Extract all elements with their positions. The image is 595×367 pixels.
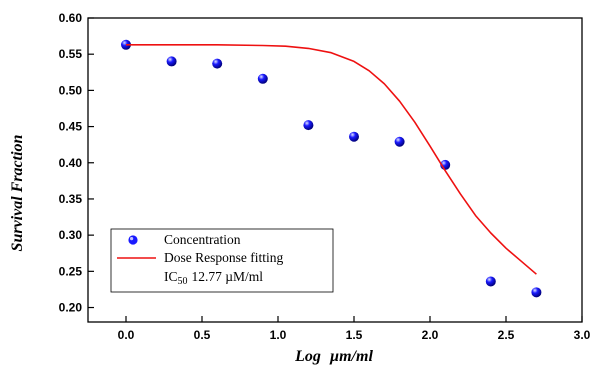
legend-ic50-value: 12.77 µM/ml <box>192 269 264 284</box>
x-tick-label: 0.0 <box>118 328 135 342</box>
y-tick-label: 0.30 <box>59 228 83 242</box>
x-axis-title-log: Log <box>294 348 321 365</box>
y-tick-label: 0.60 <box>59 11 83 25</box>
data-point <box>166 56 177 67</box>
y-tick-label: 0.45 <box>59 120 83 134</box>
x-axis-title-unit: µm/ml <box>329 348 374 365</box>
data-point <box>349 131 359 142</box>
x-tick-label: 1.0 <box>270 328 287 342</box>
y-tick-label: 0.40 <box>59 156 83 170</box>
y-tick-label: 0.35 <box>59 192 83 206</box>
legend-ic50: IC50 12.77 µM/ml <box>164 269 263 287</box>
y-tick-label: 0.20 <box>59 301 83 315</box>
x-tick-label: 1.5 <box>346 328 363 342</box>
x-axis-ticks: 0.0 0.5 1.0 1.5 2.0 2.5 3.0 <box>118 316 591 342</box>
y-axis-title: Survival Fraction <box>9 134 26 251</box>
data-point <box>303 120 314 131</box>
x-tick-label: 3.0 <box>574 328 591 342</box>
x-axis-title: Log µm/ml <box>294 348 373 365</box>
legend-ic50-prefix: IC <box>164 269 178 284</box>
y-tick-label: 0.25 <box>59 264 83 278</box>
y-tick-label: 0.55 <box>59 47 83 61</box>
data-point <box>485 276 496 287</box>
legend-marker-concentration <box>128 235 138 245</box>
x-tick-label: 0.5 <box>194 328 211 342</box>
legend-label-fitting: Dose Response fitting <box>164 250 283 265</box>
y-tick-label: 0.50 <box>59 83 83 97</box>
data-point <box>212 58 223 69</box>
legend-marker-highlight <box>130 237 134 241</box>
fit-curve <box>126 44 537 275</box>
legend-ic50-subscript: 50 <box>178 276 188 287</box>
legend-label-concentration: Concentration <box>164 232 241 247</box>
plot-series <box>121 39 542 298</box>
data-point <box>531 287 542 298</box>
y-axis-ticks: 0.20 0.25 0.30 0.35 0.40 0.45 0.50 0.55 0.60 <box>59 11 94 315</box>
legend: Concentration Dose Response fitting IC50… <box>110 228 334 293</box>
plot-frame <box>87 17 583 323</box>
data-point <box>394 136 405 147</box>
x-tick-label: 2.0 <box>422 328 439 342</box>
x-tick-label: 2.5 <box>498 328 515 342</box>
data-point <box>257 73 268 84</box>
legend-box <box>110 228 334 293</box>
